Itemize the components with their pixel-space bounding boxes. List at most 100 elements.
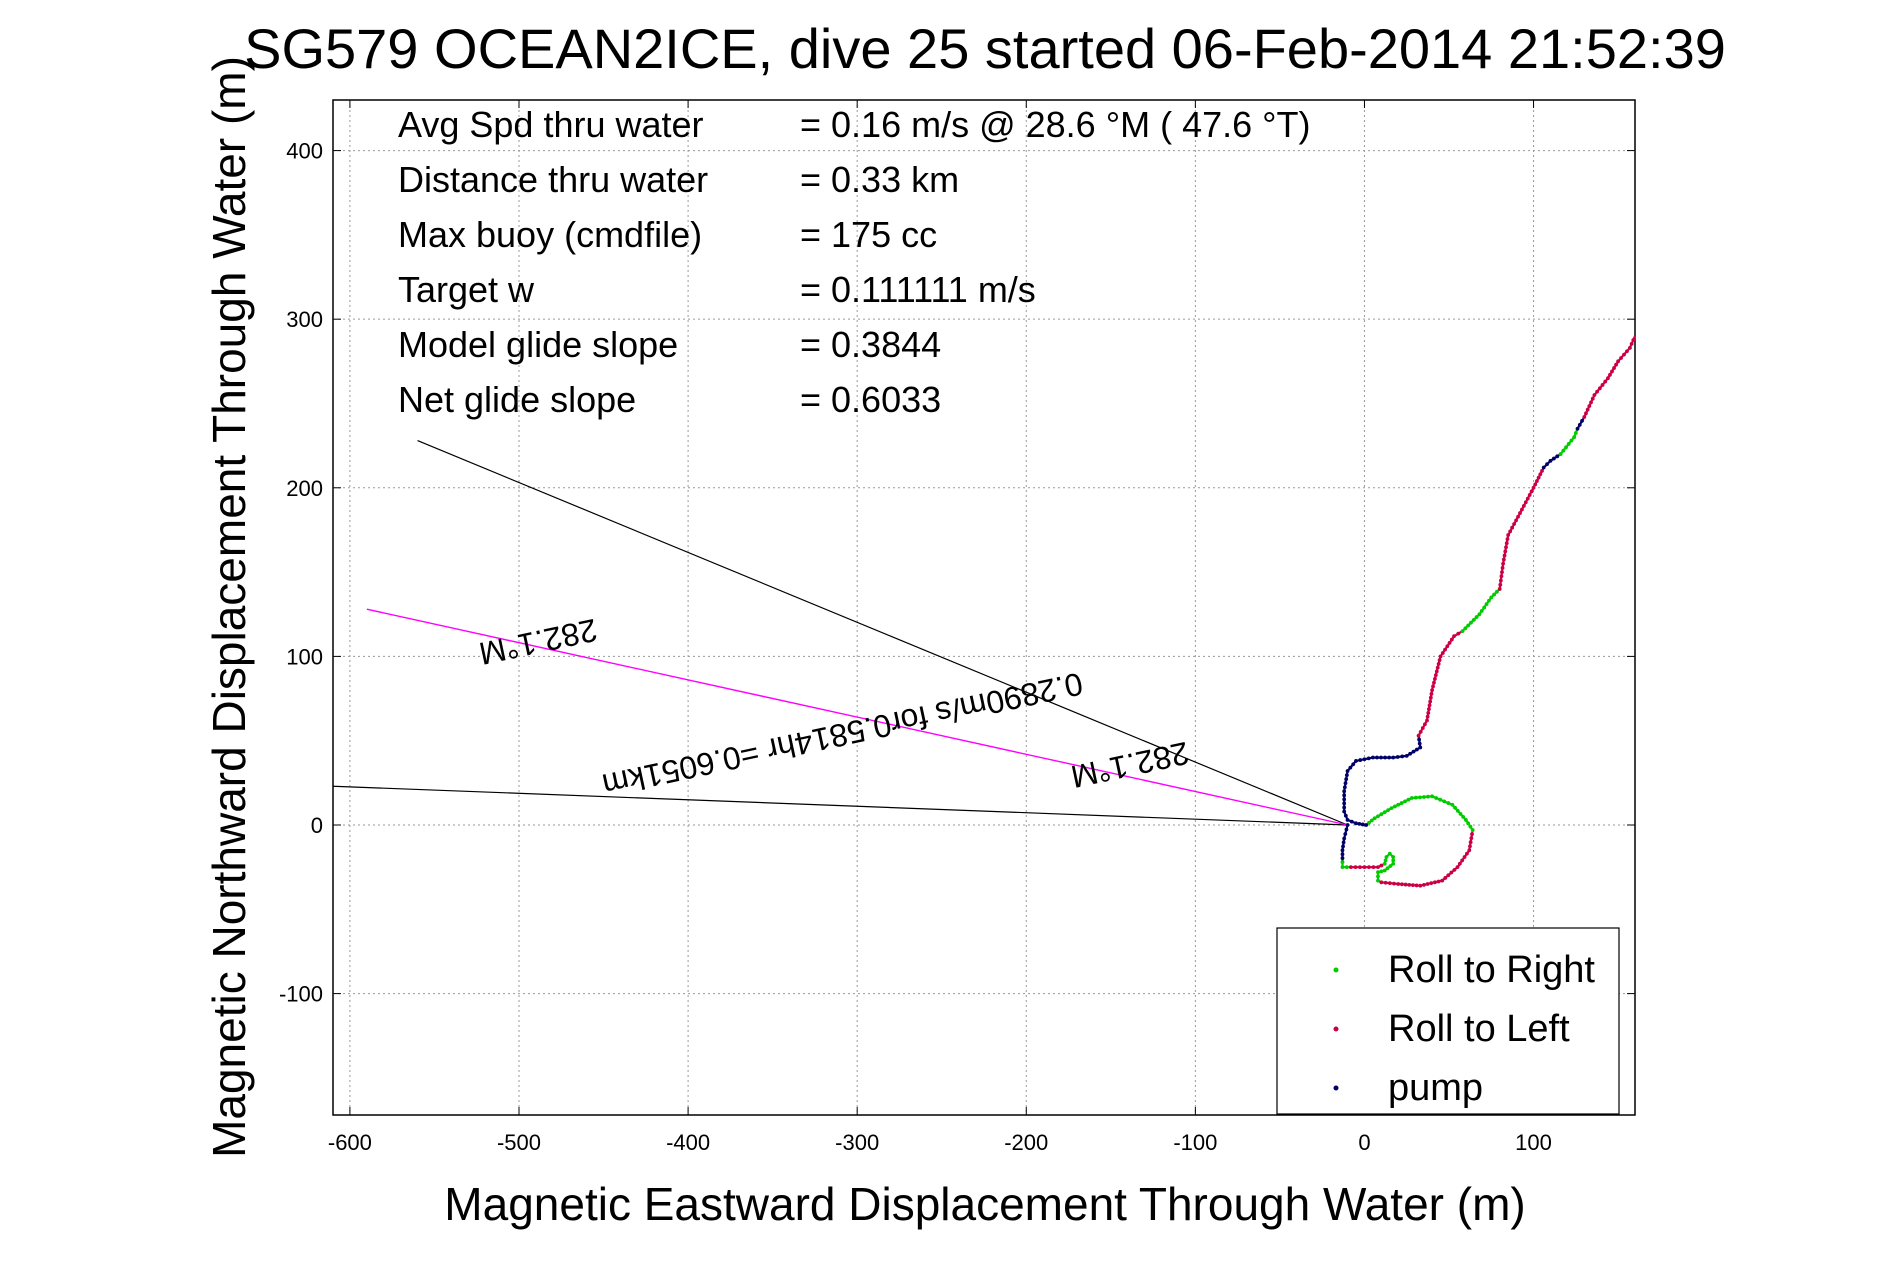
track-point-right xyxy=(1367,820,1371,825)
track-point-left xyxy=(1431,684,1435,689)
track-point-left xyxy=(1425,714,1430,719)
track-point-pump xyxy=(1341,840,1346,845)
track-point-pump xyxy=(1387,755,1392,760)
track-point-left xyxy=(1589,400,1593,405)
track-point-left xyxy=(1429,881,1434,886)
track-point-left xyxy=(1592,393,1597,397)
track-point-pump xyxy=(1345,823,1350,827)
track-point-pump xyxy=(1340,848,1345,853)
track-point-pump xyxy=(1342,809,1347,814)
wedge-line xyxy=(417,440,1348,826)
track-point-left xyxy=(1587,404,1592,408)
track-point-pump xyxy=(1418,745,1423,750)
x-tick-label: -600 xyxy=(328,1130,372,1155)
track-point-left xyxy=(1428,695,1433,700)
y-tick-label: 0 xyxy=(311,813,323,838)
track-point-right xyxy=(1389,806,1394,811)
track-point-left xyxy=(1425,882,1430,886)
track-point-pump xyxy=(1344,827,1349,832)
track-point-left xyxy=(1603,379,1608,384)
track-point-left xyxy=(1443,647,1447,652)
track-point-pump xyxy=(1580,419,1584,423)
track-point-left xyxy=(1416,733,1421,738)
track-point-pump xyxy=(1400,754,1405,759)
track-point-left xyxy=(1449,637,1454,642)
track-point-left xyxy=(1422,882,1426,887)
track-point-right xyxy=(1569,438,1574,443)
track-point-left xyxy=(1400,882,1404,887)
y-tick-label: 100 xyxy=(286,644,323,669)
stat-value: = 175 cc xyxy=(800,214,937,255)
track-point-pump xyxy=(1357,821,1362,826)
track-point-right xyxy=(1382,861,1387,866)
track-point-left xyxy=(1590,396,1595,401)
track-point-left xyxy=(1582,415,1587,419)
track-point-left xyxy=(1595,389,1600,394)
track-point-pump xyxy=(1575,426,1580,431)
track-point-left xyxy=(1470,832,1474,837)
track-point-right xyxy=(1470,828,1475,832)
stat-label: Model glide slope xyxy=(398,324,678,365)
track-point-pump xyxy=(1555,454,1560,459)
legend-label: Roll to Left xyxy=(1388,1008,1570,1050)
glider-track xyxy=(1340,335,1637,888)
track-point-pump xyxy=(1342,785,1347,790)
track-point-pump xyxy=(1345,818,1350,822)
track-point-right xyxy=(1406,797,1411,802)
legend: Roll to Right Roll to Left pump xyxy=(1276,927,1620,1115)
track-point-left xyxy=(1523,500,1528,505)
track-point-pump xyxy=(1379,755,1383,760)
track-point-left xyxy=(1449,870,1454,875)
track-point-left xyxy=(1629,342,1634,346)
track-point-pump xyxy=(1344,773,1349,777)
y-tick-label: 200 xyxy=(286,476,323,501)
track-point-left xyxy=(1508,529,1513,534)
track-point-left xyxy=(1512,522,1516,526)
track-point-right xyxy=(1391,855,1396,859)
track-point-left xyxy=(1435,665,1440,670)
track-point-left xyxy=(1433,673,1438,678)
track-point-right xyxy=(1391,861,1396,866)
track-point-right xyxy=(1426,794,1430,799)
legend-label: pump xyxy=(1388,1067,1483,1109)
track-point-left xyxy=(1612,366,1616,370)
track-point-right xyxy=(1450,802,1455,807)
track-point-left xyxy=(1367,865,1371,870)
track-point-left xyxy=(1501,557,1506,562)
track-point-right xyxy=(1422,795,1426,799)
chart-title: SG579 OCEAN2ICE, dive 25 started 06-Feb-… xyxy=(244,17,1726,80)
track-point-left xyxy=(1403,882,1408,887)
track-point-left xyxy=(1465,851,1469,856)
x-tick-label: -200 xyxy=(1004,1130,1048,1155)
track-point-left xyxy=(1445,644,1450,649)
track-point-left xyxy=(1610,369,1614,374)
track-point-right xyxy=(1463,626,1468,631)
track-point-right xyxy=(1460,629,1465,634)
track-point-left xyxy=(1505,537,1510,541)
track-point-right xyxy=(1344,865,1349,870)
track-point-left xyxy=(1504,545,1508,550)
track-point-right xyxy=(1561,448,1566,453)
track-point-right xyxy=(1453,805,1457,810)
track-point-left xyxy=(1418,729,1423,734)
track-segment-pump xyxy=(1576,416,1586,430)
stat-label: Target w xyxy=(398,269,535,310)
track-point-pump xyxy=(1371,755,1375,760)
stat-value: = 0.111111 m/s xyxy=(800,269,1036,310)
track-point-left xyxy=(1525,496,1530,501)
track-point-left xyxy=(1379,863,1384,868)
track-point-pump xyxy=(1366,756,1371,761)
track-point-right xyxy=(1468,824,1473,829)
track-point-pump xyxy=(1354,821,1358,826)
track-point-left xyxy=(1608,372,1612,377)
track-point-right xyxy=(1392,804,1397,809)
track-point-right xyxy=(1391,858,1396,863)
track-point-left xyxy=(1437,658,1442,663)
track-point-right xyxy=(1484,602,1489,607)
track-point-right xyxy=(1383,858,1388,863)
track-point-pump xyxy=(1343,781,1348,786)
legend-marker xyxy=(1333,1085,1339,1091)
track-point-left xyxy=(1468,844,1472,849)
track-point-left xyxy=(1411,883,1415,888)
track-point-right xyxy=(1461,815,1466,819)
